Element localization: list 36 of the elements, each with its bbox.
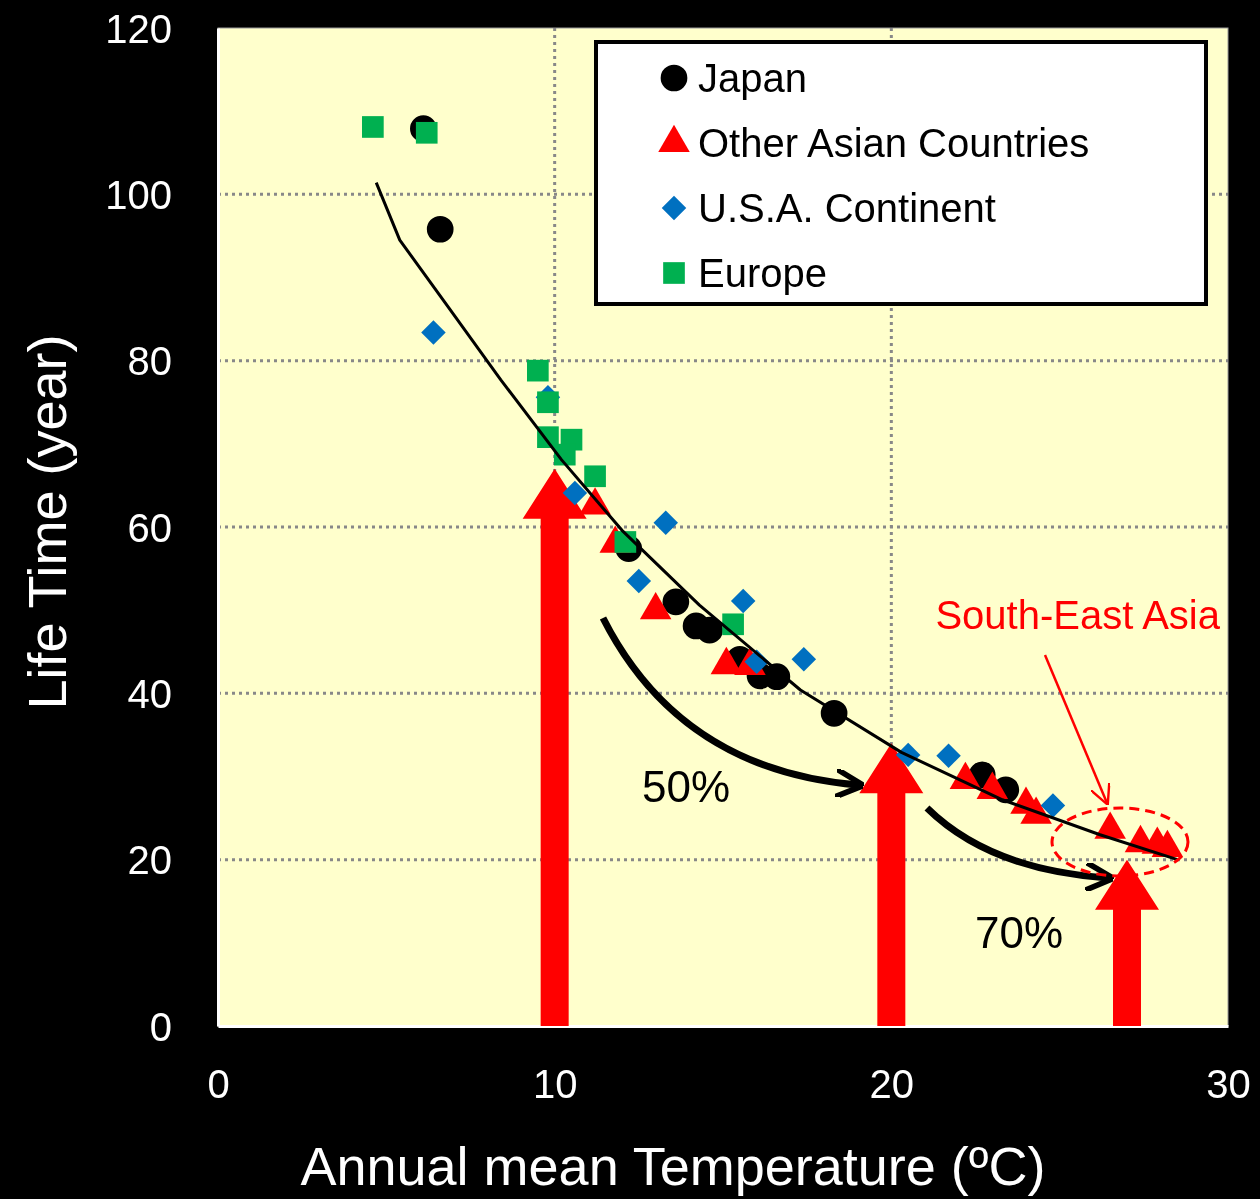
point — [426, 215, 454, 243]
x-tick-label: 10 — [532, 1062, 578, 1107]
point — [526, 359, 549, 382]
y-axis-title: Life Time (year) — [17, 334, 77, 710]
point — [415, 121, 438, 144]
y-tick-label: 100 — [105, 172, 172, 217]
y-tick-label: 0 — [149, 1004, 172, 1049]
point — [562, 480, 588, 506]
y-tick-label: 60 — [127, 505, 172, 550]
y-tick-label: 20 — [127, 838, 172, 883]
legend-label: Other Asian Countries — [698, 121, 1090, 165]
x-tick-label: 0 — [207, 1062, 230, 1107]
x-tick-label: 30 — [1206, 1062, 1251, 1107]
annotation: 70% — [974, 908, 1064, 957]
point — [537, 391, 559, 414]
point — [696, 616, 723, 644]
point — [791, 646, 817, 672]
y-tick-label: 120 — [105, 6, 172, 51]
point — [584, 465, 606, 488]
x-axis-title: Annual mean Temperature (ºC) — [300, 1136, 1046, 1196]
point — [662, 588, 690, 616]
y-tick-label: 40 — [127, 671, 172, 716]
point — [626, 568, 652, 594]
annotation: South-East Asia — [935, 593, 1221, 637]
point — [936, 743, 961, 768]
legend-label: Japan — [698, 56, 807, 100]
point — [421, 320, 446, 345]
point — [362, 116, 384, 138]
legend-label: U.S.A. Continent — [698, 186, 996, 230]
point — [730, 588, 756, 614]
annotation: 50% — [641, 762, 731, 811]
point — [653, 510, 679, 536]
legend-label: Europe — [698, 251, 827, 295]
y-tick-label: 80 — [127, 339, 172, 384]
point — [1040, 793, 1066, 818]
x-tick-label: 20 — [869, 1062, 915, 1107]
